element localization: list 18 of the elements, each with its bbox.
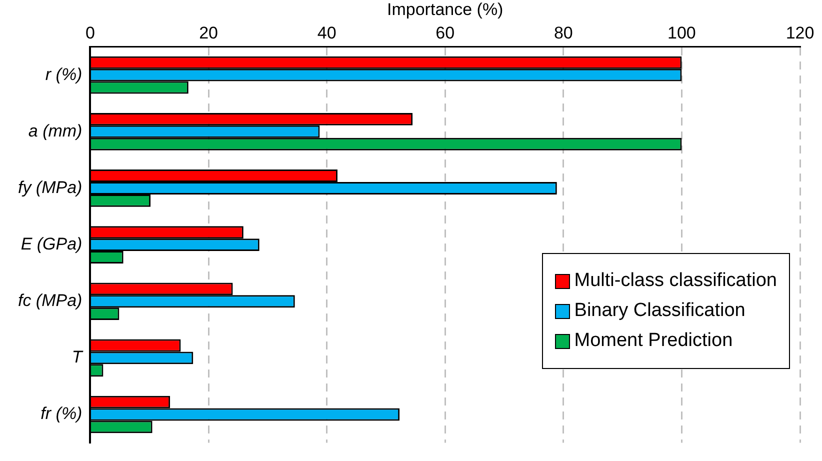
y-tick-label: T bbox=[72, 348, 84, 367]
x-tick-label: 20 bbox=[199, 23, 218, 42]
legend-label: Moment Prediction bbox=[574, 330, 733, 352]
x-tick-label: 60 bbox=[436, 23, 455, 42]
x-tick-label: 40 bbox=[317, 23, 336, 42]
y-tick-label: a (mm) bbox=[28, 121, 82, 140]
legend-label: Multi-class classification bbox=[574, 270, 777, 292]
x-tick-label: 0 bbox=[85, 23, 95, 42]
legend-label: Binary Classification bbox=[574, 300, 746, 322]
x-axis-title: Importance (%) bbox=[387, 0, 504, 19]
y-tick-label: fr (%) bbox=[40, 404, 82, 424]
y-tick-label: fc (MPa) bbox=[18, 291, 82, 310]
x-tick-label: 120 bbox=[786, 23, 814, 42]
y-tick-label: r (%) bbox=[45, 64, 82, 84]
y-tick-label: fy (MPa) bbox=[18, 178, 82, 197]
y-tick-label: E (GPa) bbox=[20, 234, 82, 254]
x-tick-label: 100 bbox=[668, 23, 696, 42]
x-tick-label: 80 bbox=[554, 23, 573, 42]
